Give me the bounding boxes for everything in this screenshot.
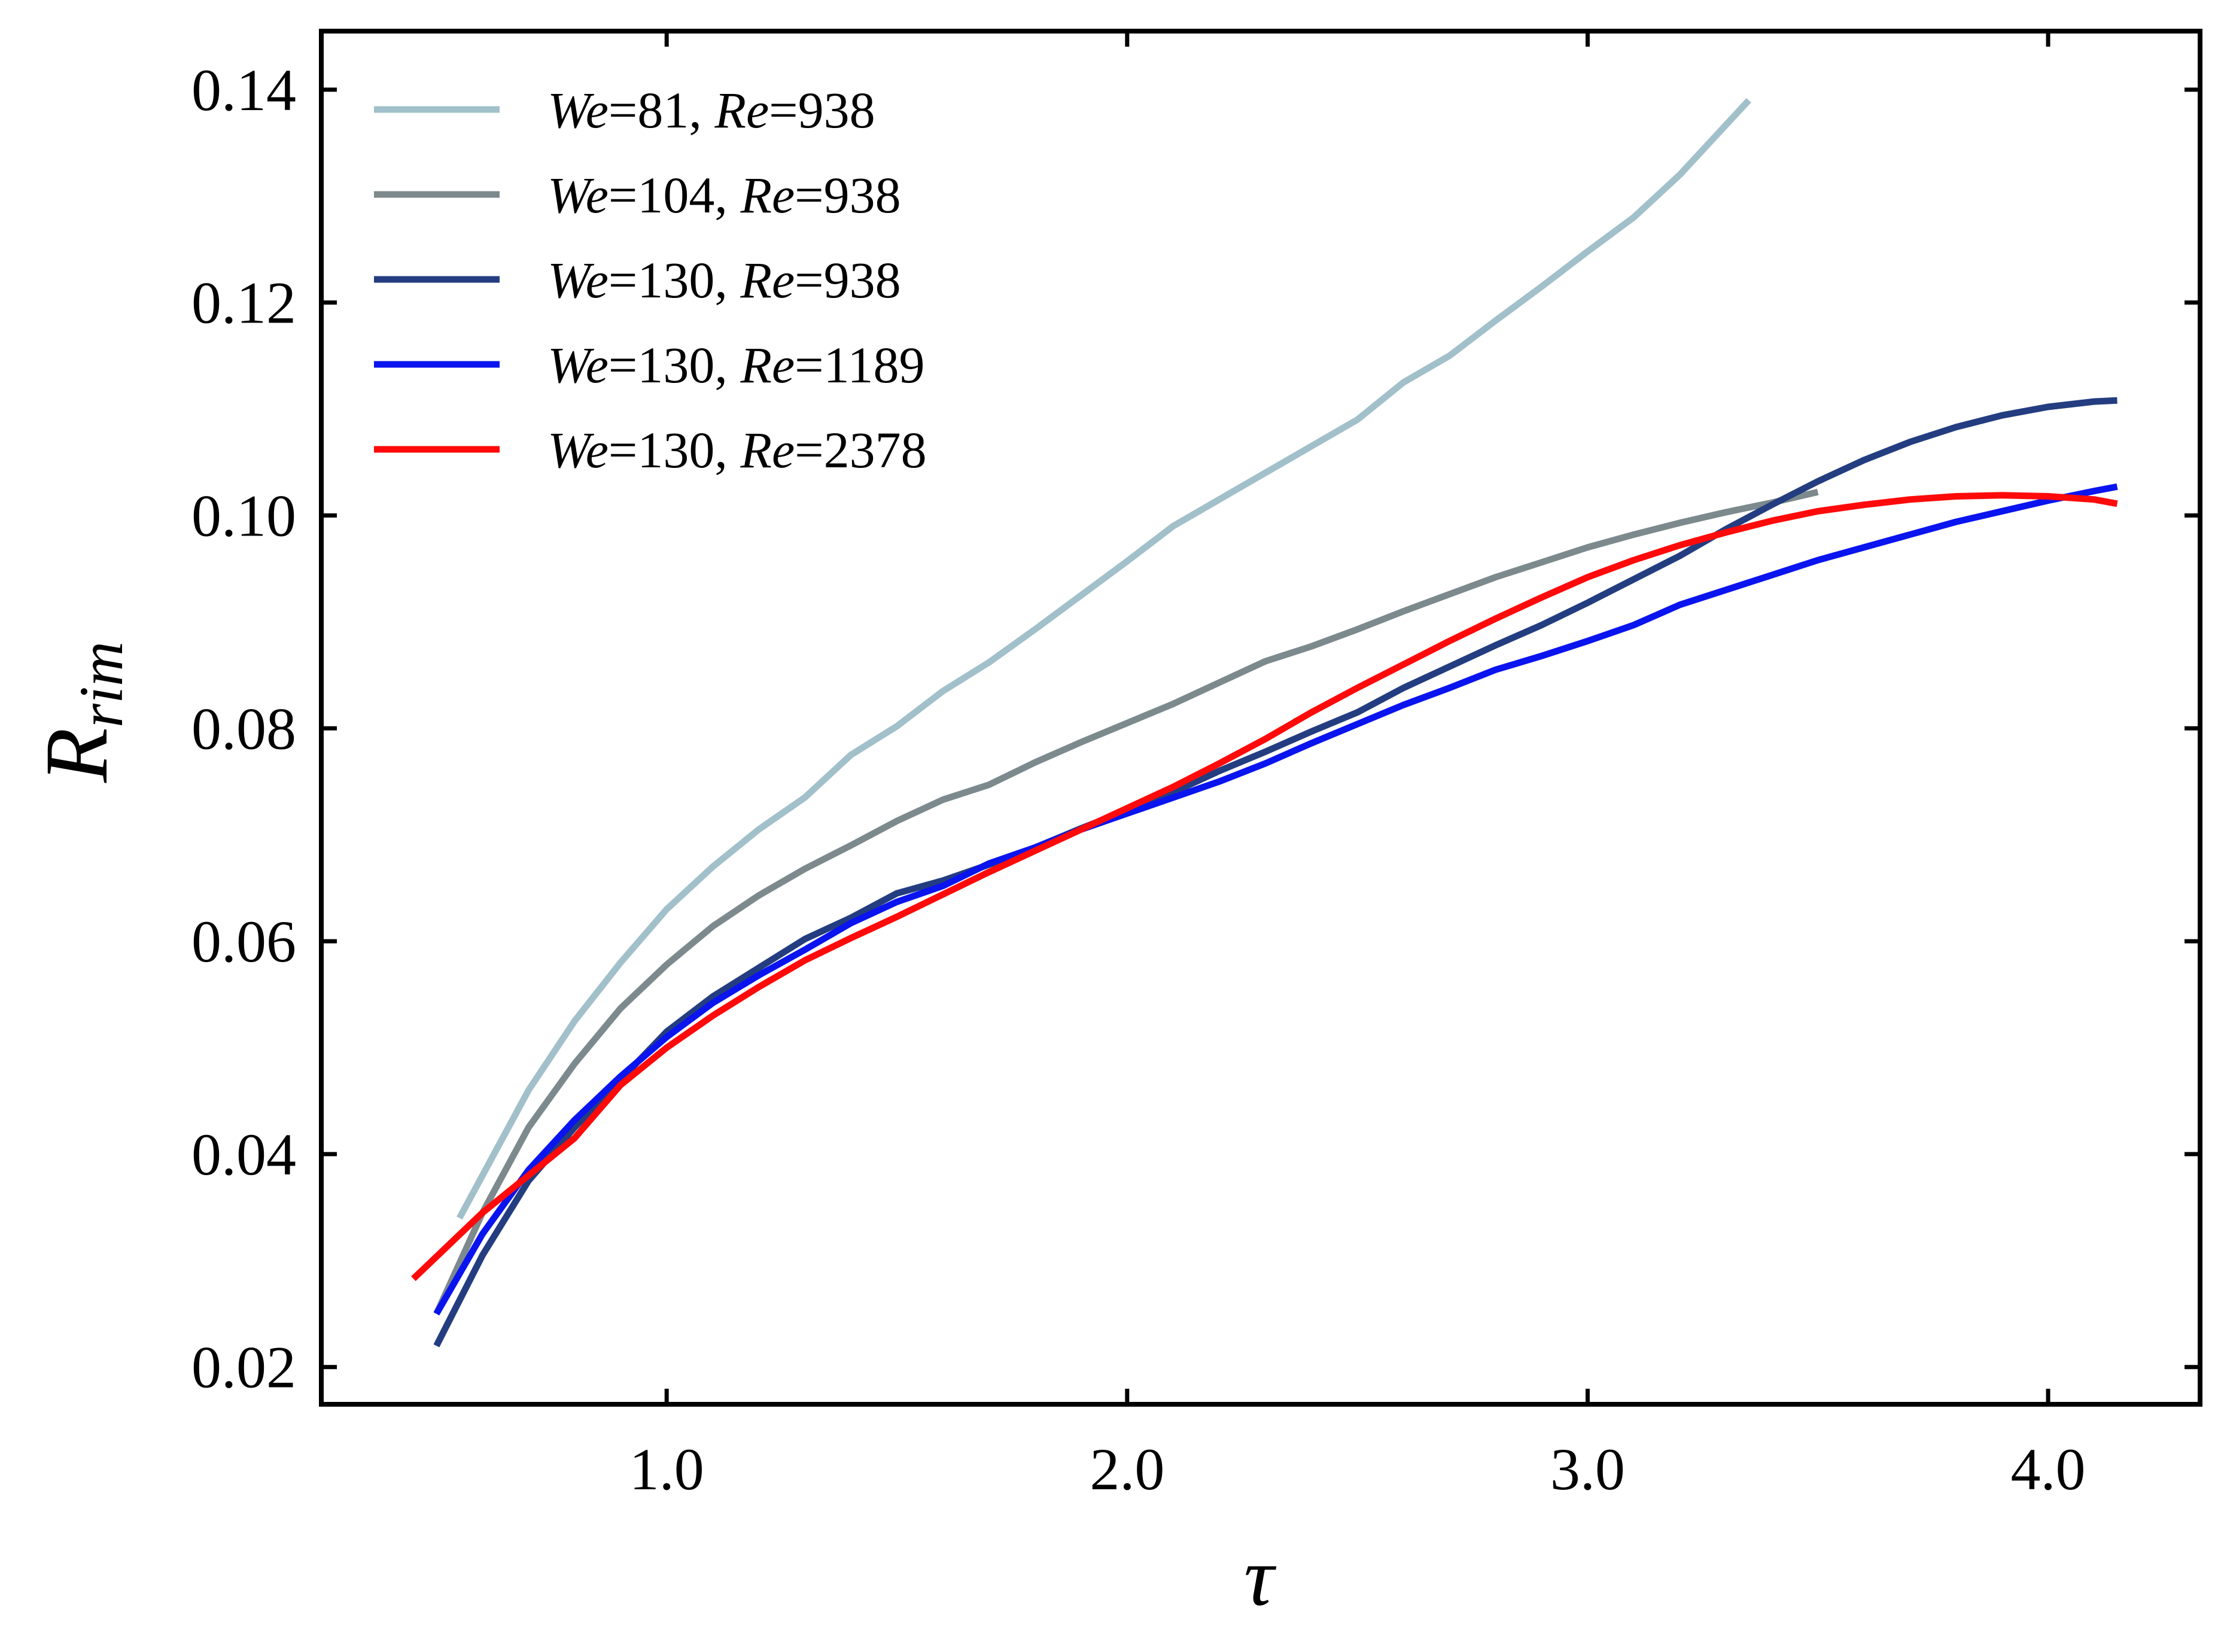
plot-area-series [411, 98, 2118, 1347]
y-tick-label: 0.08 [191, 695, 296, 762]
series-line-1 [457, 98, 1751, 1220]
y-axis-title-subscript: rim [67, 641, 136, 728]
series-line-3 [433, 397, 2118, 1347]
y-tick-label: 0.02 [191, 1334, 296, 1401]
x-tick-label: 3.0 [1550, 1436, 1625, 1502]
axis-ticks: 1.0 2.0 3.0 4.0 0.02 0.04 0.06 0.08 0.10 0.12 0.14 [191, 31, 2200, 1502]
legend-label-1: We=81, Re=938 [547, 81, 875, 139]
series-line-5 [411, 492, 2118, 1282]
series-line-2 [433, 488, 1819, 1316]
x-tick-label: 2.0 [1090, 1436, 1164, 1502]
y-tick-label: 0.04 [191, 1121, 296, 1188]
x-tick-label: 1.0 [629, 1436, 704, 1502]
series-line-4 [433, 483, 2118, 1316]
legend-label-4: We=130, Re=1189 [547, 336, 924, 394]
y-axis-title-main: R [27, 728, 126, 783]
y-tick-label: 0.10 [191, 482, 296, 549]
legend-label-3: We=130, Re=938 [547, 251, 901, 309]
y-tick-label: 0.12 [191, 270, 296, 336]
legend-label-5: We=130, Re=2378 [547, 421, 927, 479]
plot-frame [319, 29, 2202, 1407]
y-axis-title: Rrim [27, 641, 136, 783]
y-tick-label: 0.14 [191, 57, 296, 123]
x-axis-title: τ [1244, 1531, 1277, 1623]
legend-label-2: We=104, Re=938 [547, 166, 901, 224]
x-tick-label: 4.0 [2011, 1436, 2086, 1502]
legend: We=81, Re=938 We=104, Re=938 We=130, Re=93… [374, 81, 927, 479]
y-tick-label: 0.06 [191, 908, 296, 975]
